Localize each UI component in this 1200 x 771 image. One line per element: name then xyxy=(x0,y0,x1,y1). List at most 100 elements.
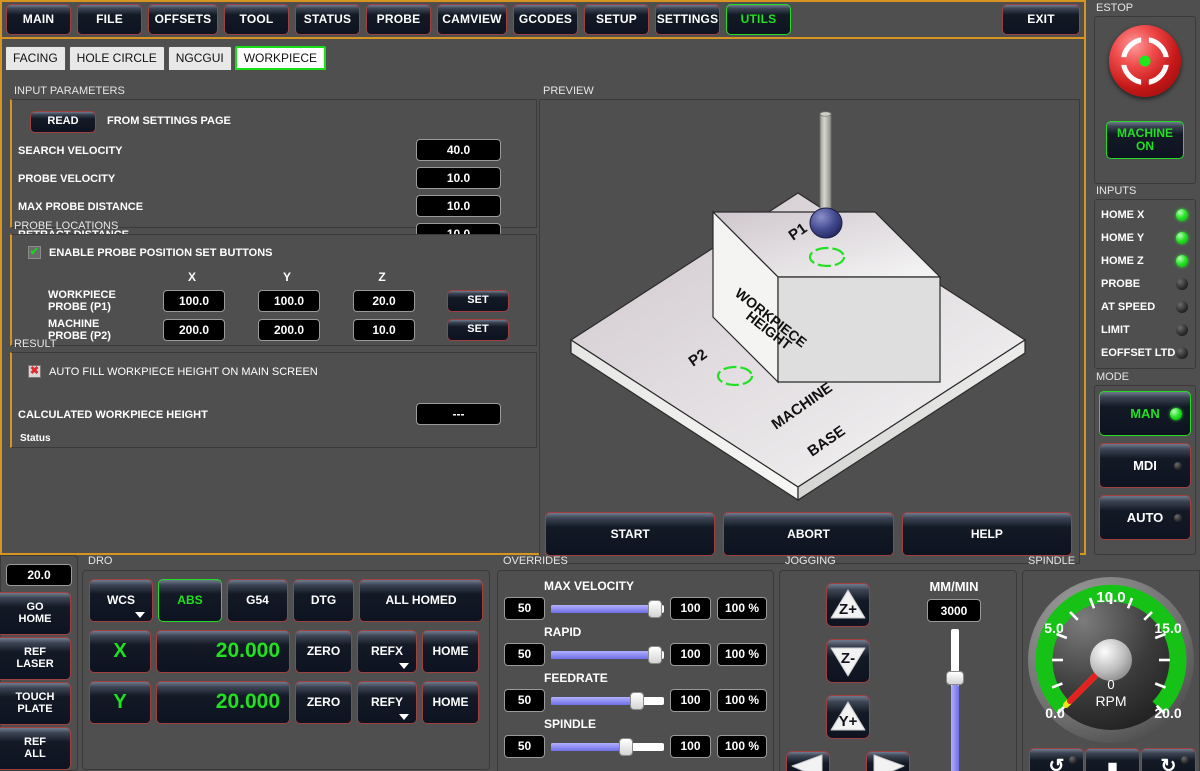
mode-button-man[interactable]: MAN xyxy=(1099,391,1191,436)
input-status-label: HOME X xyxy=(1101,208,1145,221)
mode-button-auto[interactable]: AUTO xyxy=(1099,495,1191,540)
slider-fill xyxy=(551,651,655,659)
override-min-rapid[interactable]: 50 xyxy=(504,642,545,666)
override-max-feedrate[interactable]: 100 xyxy=(670,688,711,712)
menu-item-main[interactable]: MAIN xyxy=(6,4,71,35)
menu-item-file[interactable]: FILE xyxy=(77,4,142,35)
ref-x-button[interactable]: REFX xyxy=(357,630,417,673)
override-slider-rapid[interactable] xyxy=(551,646,664,664)
subtab-facing[interactable]: FACING xyxy=(5,46,66,70)
dro-g54-button[interactable]: G54 xyxy=(226,579,288,622)
home-x-button[interactable]: HOME xyxy=(422,630,479,673)
go-home-button[interactable]: GO HOME xyxy=(0,592,71,635)
menu-item-gcodes[interactable]: GCODES xyxy=(513,4,578,35)
override-max-max-velocity[interactable]: 100 xyxy=(670,596,711,620)
jog-z-plus-button[interactable]: Z+ xyxy=(826,583,870,627)
exit-button[interactable]: EXIT xyxy=(1002,4,1080,35)
abort-button[interactable]: ABORT xyxy=(723,512,894,556)
menu-item-setup[interactable]: SETUP xyxy=(584,4,649,35)
dro-wcs-button[interactable]: WCS xyxy=(89,579,153,622)
enable-probe-set-checkbox[interactable]: ✔ ENABLE PROBE POSITION SET BUTTONS xyxy=(28,246,273,259)
input-status-at-speed: AT SPEED xyxy=(1095,295,1195,318)
jog-y-plus-button[interactable]: Y+ xyxy=(826,695,870,739)
p1-z-input[interactable]: 20.0 xyxy=(353,290,415,312)
estop-button[interactable] xyxy=(1109,25,1181,97)
jog-increment-value[interactable]: 20.0 xyxy=(6,564,72,586)
slider-knob[interactable] xyxy=(618,738,633,756)
override-row-rapid: 50 100 100 % xyxy=(504,641,767,667)
override-percent-spindle: 100 % xyxy=(717,734,767,758)
max-probe-distance-input[interactable]: 10.0 xyxy=(416,195,501,217)
slider-knob[interactable] xyxy=(946,670,964,685)
override-max-rapid[interactable]: 100 xyxy=(670,642,711,666)
slider-knob[interactable] xyxy=(647,600,662,618)
menu-item-offsets[interactable]: OFFSETS xyxy=(148,4,218,35)
override-min-feedrate[interactable]: 50 xyxy=(504,688,545,712)
subtab-ngcgui[interactable]: NGCGUI xyxy=(167,46,232,70)
status-led-icon xyxy=(1176,231,1188,244)
mode-button-mdi[interactable]: MDI xyxy=(1099,443,1191,488)
override-min-max-velocity[interactable]: 50 xyxy=(504,596,545,620)
probe-velocity-input[interactable]: 10.0 xyxy=(416,167,501,189)
machine-on-button[interactable]: MACHINE ON xyxy=(1106,121,1184,159)
dro-dtg-button[interactable]: DTG xyxy=(293,579,355,622)
axis-value-x[interactable]: 20.000 xyxy=(156,630,290,673)
zero-y-button[interactable]: ZERO xyxy=(295,681,352,724)
jog-feed-slider[interactable] xyxy=(946,629,964,771)
read-settings-button[interactable]: READ xyxy=(30,111,96,133)
start-button[interactable]: START xyxy=(545,512,716,556)
menu-item-utils[interactable]: UTILS xyxy=(726,4,791,35)
p2-x-input[interactable]: 200.0 xyxy=(163,319,225,341)
svg-text:Z+: Z+ xyxy=(839,601,857,618)
menu-item-probe[interactable]: PROBE xyxy=(366,4,431,35)
search-velocity-input[interactable]: 40.0 xyxy=(416,139,501,161)
p2-y-input[interactable]: 200.0 xyxy=(258,319,320,341)
spindle-cw-button[interactable]: ↻ xyxy=(1141,748,1196,771)
p2-z-input[interactable]: 10.0 xyxy=(353,319,415,341)
override-min-spindle[interactable]: 50 xyxy=(504,734,545,758)
bottom-bar: 20.0 GO HOME REF LASER TOUCH PLATE REF A… xyxy=(0,555,1200,771)
menu-item-settings[interactable]: SETTINGS xyxy=(655,4,720,35)
ref-laser-button[interactable]: REF LASER xyxy=(0,637,71,680)
home-y-button[interactable]: HOME xyxy=(422,681,479,724)
override-slider-spindle[interactable] xyxy=(551,738,664,756)
override-slider-max-velocity[interactable] xyxy=(551,600,664,618)
touch-plate-button[interactable]: TOUCH PLATE xyxy=(0,682,71,725)
axis-value-y[interactable]: 20.000 xyxy=(156,681,290,724)
menu-item-camview[interactable]: CAMVIEW xyxy=(437,4,507,35)
autofill-checkbox[interactable]: ✖ AUTO FILL WORKPIECE HEIGHT ON MAIN SCR… xyxy=(28,365,318,378)
slider-knob[interactable] xyxy=(647,646,662,664)
subtab-hole-circle[interactable]: HOLE CIRCLE xyxy=(68,46,165,70)
status-text: Status xyxy=(20,433,51,444)
jog-x-plus-button[interactable] xyxy=(866,751,910,771)
axis-label-y[interactable]: Y xyxy=(89,681,151,724)
param-row-search-velocity: SEARCH VELOCITY 40.0 xyxy=(18,139,532,164)
help-button[interactable]: HELP xyxy=(901,512,1072,556)
p1-set-button[interactable]: SET xyxy=(447,290,509,312)
p1-x-input[interactable]: 100.0 xyxy=(163,290,225,312)
subtab-workpiece[interactable]: WORKPIECE xyxy=(234,46,327,70)
menu-item-status[interactable]: STATUS xyxy=(295,4,360,35)
zero-x-button[interactable]: ZERO xyxy=(295,630,352,673)
menu-item-tool[interactable]: TOOL xyxy=(224,4,289,35)
p2-set-button[interactable]: SET xyxy=(447,319,509,341)
all-homed-button[interactable]: ALL HOMED xyxy=(359,579,484,622)
spindle-stop-button[interactable]: ■ xyxy=(1085,748,1140,771)
gauge-value: 0 xyxy=(1107,677,1114,692)
dro-abs-button[interactable]: ABS xyxy=(157,579,222,622)
p1-y-input[interactable]: 100.0 xyxy=(258,290,320,312)
param-label: SEARCH VELOCITY xyxy=(18,145,123,157)
override-slider-feedrate[interactable] xyxy=(551,692,664,710)
jog-z-minus-button[interactable]: Z- xyxy=(826,639,870,683)
ref-y-button[interactable]: REFY xyxy=(357,681,417,724)
axis-label-x[interactable]: X xyxy=(89,630,151,673)
spindle-ccw-button[interactable]: ↺ xyxy=(1029,748,1084,771)
status-led-icon xyxy=(1176,277,1188,290)
jog-feed-input[interactable]: 3000 xyxy=(927,599,981,622)
override-max-spindle[interactable]: 100 xyxy=(670,734,711,758)
jog-x-minus-button[interactable] xyxy=(786,751,830,771)
slider-knob[interactable] xyxy=(629,692,644,710)
right-sidebar: ESTOP MACHINE ON INPUTS HOME X HOME Y HO… xyxy=(1090,0,1200,555)
ref-all-button[interactable]: REF ALL xyxy=(0,727,71,770)
mode-led-icon xyxy=(1170,407,1182,420)
